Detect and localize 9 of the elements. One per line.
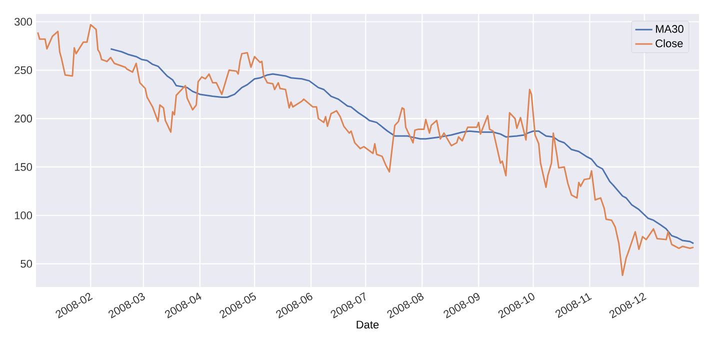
y-tick-label: 100	[14, 211, 32, 220]
y-tick-label: 150	[14, 163, 32, 171]
legend-label: Close	[656, 39, 683, 48]
x-axis-title: Date	[356, 320, 379, 329]
y-tick-label: 50	[20, 260, 32, 268]
y-tick-label: 200	[14, 114, 32, 122]
y-tick-label: 300	[14, 18, 32, 26]
y-tick-label: 250	[14, 66, 32, 74]
legend-label: MA30	[656, 25, 684, 33]
